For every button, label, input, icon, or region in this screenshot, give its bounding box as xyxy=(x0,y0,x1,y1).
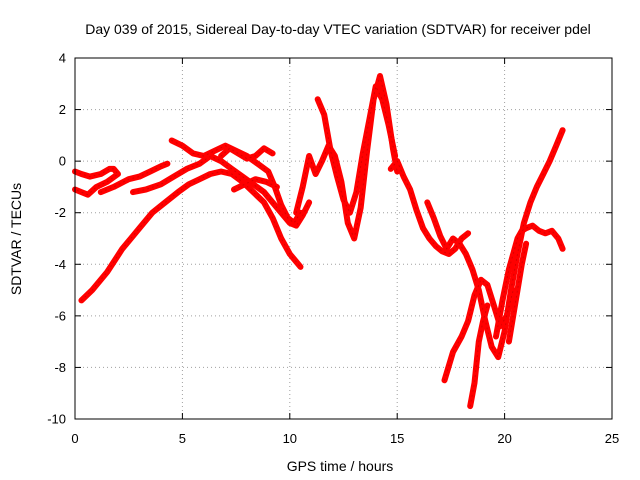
y-tick-label: -4 xyxy=(54,257,66,272)
y-tick-labels: -10 -8 -6 -4 -2 0 2 4 xyxy=(47,51,66,427)
x-tick-labels: 0 5 10 15 20 25 xyxy=(71,431,619,446)
series-arc-2-markers xyxy=(74,168,119,196)
y-tick-label: 4 xyxy=(59,51,66,66)
x-tick-label: 20 xyxy=(497,431,511,446)
x-tick-label: 15 xyxy=(390,431,404,446)
y-axis-label: SDTVAR / TECUs xyxy=(8,183,24,295)
x-tick-label: 25 xyxy=(605,431,619,446)
series-arc-9-markers xyxy=(317,85,396,214)
y-tick-label: -8 xyxy=(54,360,66,375)
series-arc-1-markers xyxy=(80,171,301,301)
y-tick-label: 0 xyxy=(59,154,66,169)
x-tick-label: 10 xyxy=(283,431,297,446)
series-arc-3-markers xyxy=(100,163,168,193)
series-arc-5-markers xyxy=(171,140,301,224)
series-arc-9 xyxy=(314,83,399,216)
x-axis-label: GPS time / hours xyxy=(287,458,394,474)
series-arc-1 xyxy=(78,168,304,304)
chart-title: Day 039 of 2015, Sidereal Day-to-day VTE… xyxy=(85,21,591,37)
series-arc-8-markers xyxy=(295,75,398,239)
series-layer xyxy=(72,73,566,410)
y-tick-label: -6 xyxy=(54,308,66,323)
y-tick-label: -10 xyxy=(47,412,66,427)
series-arc-12-markers xyxy=(444,279,514,381)
x-tick-label: 5 xyxy=(179,431,186,446)
series-arc-11 xyxy=(424,127,566,361)
series-arc-15-markers xyxy=(508,243,527,343)
x-tick-label: 0 xyxy=(71,431,78,446)
series-arc-11-markers xyxy=(426,129,564,358)
series-arc-14 xyxy=(493,222,566,340)
y-tick-label: 2 xyxy=(59,102,66,117)
series-arc-10 xyxy=(387,158,472,257)
series-arc-13-markers xyxy=(469,305,488,407)
plot-frame xyxy=(74,57,613,420)
y-tick-label: -2 xyxy=(54,205,66,220)
grid xyxy=(75,58,612,419)
series-arc-7 xyxy=(231,176,280,193)
series-arc-6 xyxy=(218,145,276,162)
ticks xyxy=(74,57,613,420)
